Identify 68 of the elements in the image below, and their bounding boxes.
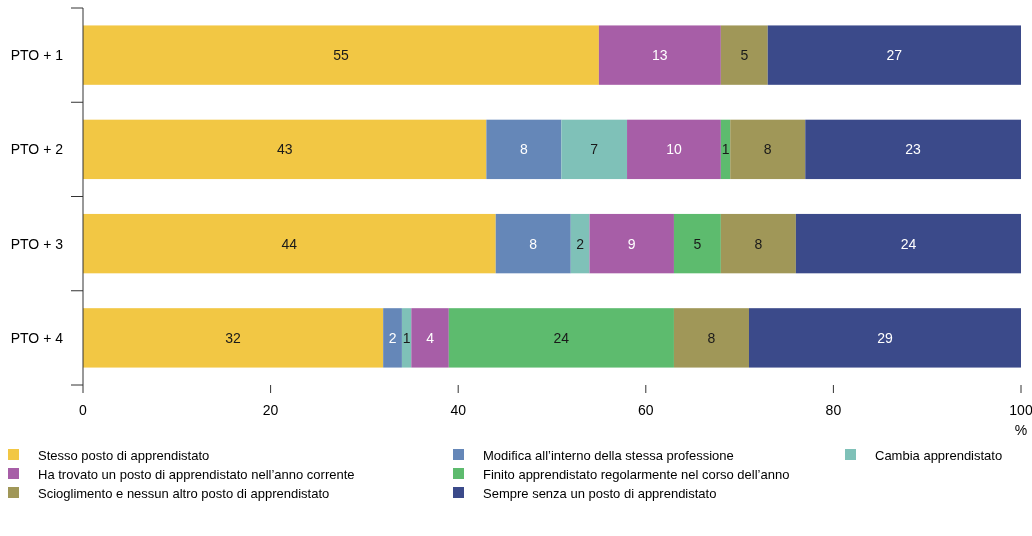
data-label: 4 <box>426 329 435 346</box>
data-label: 29 <box>877 329 893 346</box>
data-label: 32 <box>225 329 242 346</box>
bar <box>83 119 487 180</box>
data-label: 9 <box>627 235 636 252</box>
data-label: 1 <box>721 141 730 158</box>
x-tick-label: 60 <box>638 402 654 418</box>
x-axis-title: % <box>1014 422 1028 438</box>
data-label: 24 <box>553 329 570 346</box>
data-label: 2 <box>576 235 585 252</box>
bar <box>83 213 496 274</box>
data-label: 23 <box>905 141 922 158</box>
bar <box>495 213 571 274</box>
bar <box>730 119 806 180</box>
bar <box>748 308 1021 368</box>
x-tick-label: 20 <box>262 402 279 418</box>
data-label: 8 <box>519 141 528 158</box>
data-label: 1 <box>402 329 411 346</box>
bar <box>401 308 412 368</box>
bar <box>570 213 590 274</box>
legend-label: Sempre senza un posto di apprendistato <box>483 485 717 501</box>
data-label: 13 <box>652 47 668 64</box>
bar <box>720 25 768 85</box>
data-label: 24 <box>900 235 917 252</box>
bar <box>720 213 796 274</box>
bar <box>627 119 721 180</box>
bar <box>795 213 1021 274</box>
data-label: 8 <box>707 329 716 346</box>
data-label: 44 <box>281 235 298 252</box>
x-tick-label: 80 <box>825 402 842 418</box>
x-tick-label: 0 <box>79 402 88 418</box>
bar <box>83 25 599 85</box>
data-label: 5 <box>740 47 749 64</box>
bar <box>673 308 749 368</box>
data-label: 5 <box>693 235 702 252</box>
bar <box>83 308 384 368</box>
data-label: 8 <box>763 141 772 158</box>
bar <box>805 119 1021 180</box>
y-tick-label: PTO + 2 <box>10 141 64 158</box>
data-label: 8 <box>754 235 763 252</box>
data-label: 55 <box>333 47 349 64</box>
data-label: 7 <box>590 141 599 158</box>
legend-label: Stesso posto di apprendistato <box>38 447 210 463</box>
bar <box>767 25 1021 85</box>
data-label: 8 <box>529 235 538 252</box>
y-tick-label: PTO + 4 <box>10 329 64 346</box>
bar <box>589 213 674 274</box>
legend-label: Finito apprendistato regolarmente nel corso dell’anno <box>483 466 790 482</box>
bar <box>486 119 562 180</box>
legend-label: Scioglimento e nessun altro posto di apprendistato <box>38 485 330 501</box>
x-tick-label: 100 <box>1009 402 1032 418</box>
bar <box>383 308 402 368</box>
y-tick-label: PTO + 1 <box>10 47 64 64</box>
y-tick-label: PTO + 3 <box>10 235 64 252</box>
bar <box>561 119 628 180</box>
data-label: 27 <box>886 47 903 64</box>
legend-label: Ha trovato un posto di apprendistato nell’anno corrente <box>38 466 355 482</box>
legend-label: Modifica all’interno della stessa professione <box>483 447 734 463</box>
bar <box>598 25 721 85</box>
x-tick-label: 40 <box>450 402 467 418</box>
data-label: 2 <box>388 329 397 346</box>
legend-label: Cambia apprendistato <box>875 447 1003 463</box>
bar <box>411 308 449 368</box>
bar <box>448 308 674 368</box>
bar <box>673 213 721 274</box>
bar <box>720 119 731 180</box>
data-label: 43 <box>276 141 293 158</box>
data-label: 10 <box>666 141 682 158</box>
